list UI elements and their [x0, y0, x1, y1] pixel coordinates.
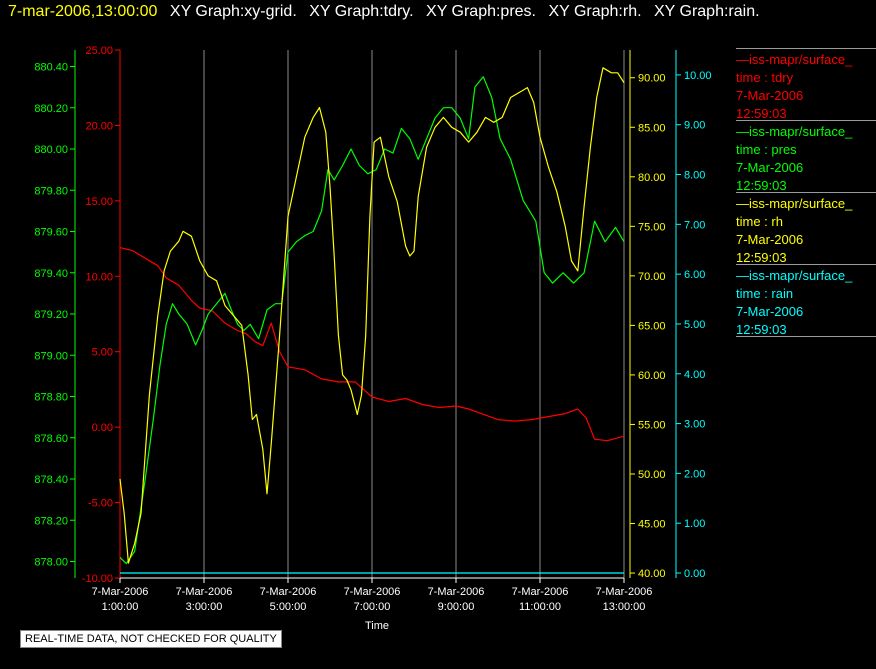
x-axis-label: Time — [365, 620, 389, 632]
rh-tick-label: 85.00 — [638, 122, 666, 134]
x-tick-label-time: 9:00:00 — [438, 601, 475, 613]
rain-tick-label: 9.00 — [684, 120, 705, 132]
pres-tick-label: 880.40 — [34, 62, 68, 74]
legend-source: —iss-mapr/surface_ — [736, 268, 853, 283]
rain-tick-label: 0.00 — [684, 568, 705, 580]
rain-tick-label: 7.00 — [684, 219, 705, 231]
graph-title-rh: XY Graph:rh. — [548, 3, 642, 20]
graph-title-tdry: XY Graph:tdry. — [309, 3, 414, 20]
legend-date: 7-Mar-2006 — [736, 304, 804, 319]
pres-tick-label: 880.20 — [34, 103, 68, 115]
tdry-tick-label: 5.00 — [92, 347, 113, 359]
rh-tick-label: 60.00 — [638, 370, 666, 382]
rh-tick-label: 90.00 — [638, 73, 666, 85]
header-timestamp: 7-mar-2006,13:00:00 — [8, 3, 158, 20]
legend-time: 12:59:03 — [736, 106, 787, 121]
legend-date: 7-Mar-2006 — [736, 160, 804, 175]
legend-date: 7-Mar-2006 — [736, 232, 804, 247]
tdry-tick-label: 25.00 — [85, 45, 113, 57]
legend-entry-tdry: —iss-mapr/surface_ time : tdry 7-Mar-200… — [736, 48, 876, 121]
legend-source: —iss-mapr/surface_ — [736, 52, 853, 67]
rh-tick-label: 50.00 — [638, 469, 666, 481]
rain-tick-label: 5.00 — [684, 319, 705, 331]
x-tick-label-time: 13:00:00 — [603, 601, 646, 613]
rain-tick-label: 4.00 — [684, 369, 705, 381]
x-tick-label-time: 3:00:00 — [186, 601, 223, 613]
pres-tick-label: 879.40 — [34, 268, 68, 280]
series-line-tdry — [119, 247, 625, 442]
tdry-tick-label: 0.00 — [92, 422, 113, 434]
legend-source: —iss-mapr/surface_ — [736, 124, 853, 139]
pres-tick-label: 878.00 — [34, 557, 68, 569]
pres-tick-label: 878.20 — [34, 515, 68, 527]
x-tick-label-date: 7-Mar-2006 — [428, 586, 485, 598]
x-tick-label-date: 7-Mar-2006 — [512, 586, 569, 598]
rain-tick-label: 3.00 — [684, 419, 705, 431]
legend-entry-pres: —iss-mapr/surface_ time : pres 7-Mar-200… — [736, 120, 876, 193]
rain-tick-label: 2.00 — [684, 468, 705, 480]
tdry-tick-label: 20.00 — [85, 120, 113, 132]
series-line-rh — [119, 67, 625, 564]
graph-title-xy-grid: XY Graph:xy-grid. — [169, 3, 297, 20]
chart-header: 7-mar-2006,13:00:00 XY Graph:xy-grid. XY… — [8, 3, 760, 21]
chart-legend: —iss-mapr/surface_ time : tdry 7-Mar-200… — [736, 48, 876, 337]
legend-source: —iss-mapr/surface_ — [736, 196, 853, 211]
rh-tick-label: 80.00 — [638, 172, 666, 184]
rain-tick-label: 10.00 — [684, 70, 712, 82]
tdry-tick-label: -5.00 — [88, 498, 113, 510]
legend-time: 12:59:03 — [736, 322, 787, 337]
x-tick-label-date: 7-Mar-2006 — [260, 586, 317, 598]
pres-tick-label: 878.60 — [34, 433, 68, 445]
legend-bottom-rule — [736, 336, 876, 337]
legend-variable: time : rh — [736, 214, 783, 229]
x-tick-label-date: 7-Mar-2006 — [596, 586, 653, 598]
legend-variable: time : tdry — [736, 70, 794, 85]
legend-variable: time : rain — [736, 286, 794, 301]
x-tick-label-time: 7:00:00 — [354, 601, 391, 613]
pres-tick-label: 879.80 — [34, 185, 68, 197]
pres-tick-label: 880.00 — [34, 144, 68, 156]
graph-title-rain: XY Graph:rain. — [654, 3, 760, 20]
pres-tick-label: 879.20 — [34, 309, 68, 321]
x-tick-label-time: 1:00:00 — [102, 601, 139, 613]
graph-title-pres: XY Graph:pres. — [426, 3, 536, 20]
legend-variable: time : pres — [736, 142, 797, 157]
tdry-tick-label: 15.00 — [85, 196, 113, 208]
pres-tick-label: 878.80 — [34, 392, 68, 404]
x-tick-label-time: 5:00:00 — [270, 601, 307, 613]
rh-tick-label: 45.00 — [638, 519, 666, 531]
rh-tick-label: 40.00 — [638, 568, 666, 580]
pres-tick-label: 879.60 — [34, 227, 68, 239]
rain-tick-label: 1.00 — [684, 518, 705, 530]
series-line-pres — [119, 76, 625, 565]
quality-disclaimer: REAL-TIME DATA, NOT CHECKED FOR QUALITY — [20, 630, 282, 648]
legend-date: 7-Mar-2006 — [736, 88, 804, 103]
rh-tick-label: 70.00 — [638, 271, 666, 283]
legend-time: 12:59:03 — [736, 250, 787, 265]
x-tick-label-time: 11:00:00 — [519, 601, 561, 613]
tdry-tick-label: -10.00 — [82, 573, 113, 585]
x-tick-label-date: 7-Mar-2006 — [344, 586, 401, 598]
rain-tick-label: 6.00 — [684, 269, 705, 281]
x-tick-label-date: 7-Mar-2006 — [92, 586, 149, 598]
legend-entry-rain: —iss-mapr/surface_ time : rain 7-Mar-200… — [736, 264, 876, 337]
rain-tick-label: 8.00 — [684, 170, 705, 182]
tdry-tick-label: 10.00 — [85, 271, 113, 283]
pres-tick-label: 878.40 — [34, 474, 68, 486]
x-tick-label-date: 7-Mar-2006 — [176, 586, 233, 598]
legend-entry-rh: —iss-mapr/surface_ time : rh 7-Mar-2006 … — [736, 192, 876, 265]
rh-tick-label: 55.00 — [638, 419, 666, 431]
rh-tick-label: 75.00 — [638, 221, 666, 233]
rh-tick-label: 65.00 — [638, 320, 666, 332]
pres-tick-label: 879.00 — [34, 350, 68, 362]
legend-time: 12:59:03 — [736, 178, 787, 193]
